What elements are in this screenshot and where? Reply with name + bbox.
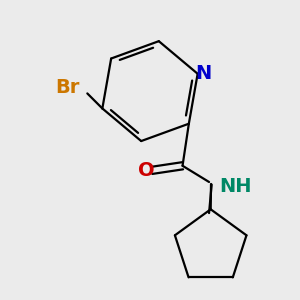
Text: O: O [138, 161, 154, 180]
Text: Br: Br [55, 78, 80, 97]
Text: NH: NH [219, 177, 252, 196]
Text: N: N [195, 64, 212, 83]
